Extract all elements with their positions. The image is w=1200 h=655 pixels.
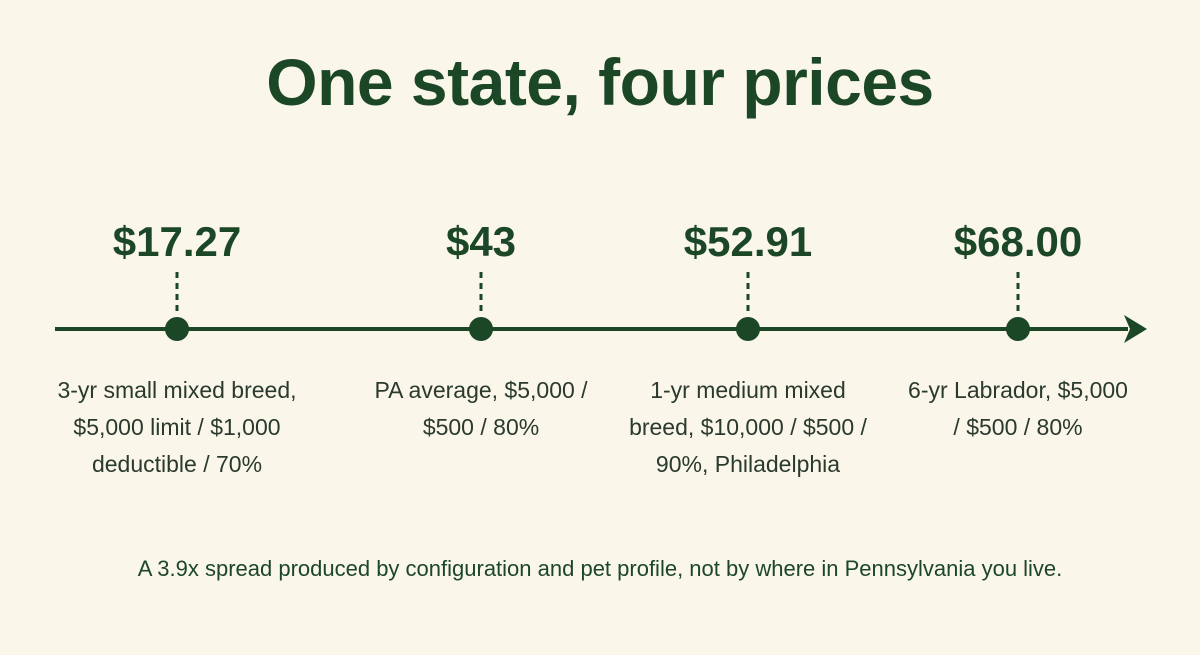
point-1-label: 3-yr small mixed breed, $5,000 limit / $… — [57, 377, 297, 477]
timeline-arrowhead — [1124, 315, 1147, 343]
point-4-price: $68.00 — [953, 218, 1083, 265]
diagram-title: One state, four prices — [266, 45, 934, 119]
point-2-label: PA average, $5,000 / $500 / 80% — [374, 377, 588, 440]
point-3-marker — [736, 317, 760, 341]
diagram-caption: A 3.9x spread produced by configuration … — [137, 556, 1063, 581]
point-3-price: $52.91 — [683, 218, 813, 265]
point-1-price: $17.27 — [112, 218, 242, 265]
point-4-label: 6-yr Labrador, $5,000 / $500 / 80% — [908, 377, 1128, 440]
point-2-marker — [469, 317, 493, 341]
point-4-marker — [1006, 317, 1030, 341]
point-2-price: $43 — [445, 218, 517, 265]
point-3-label: 1-yr medium mixed breed, $10,000 / $500 … — [629, 377, 867, 477]
point-1-marker — [165, 317, 189, 341]
